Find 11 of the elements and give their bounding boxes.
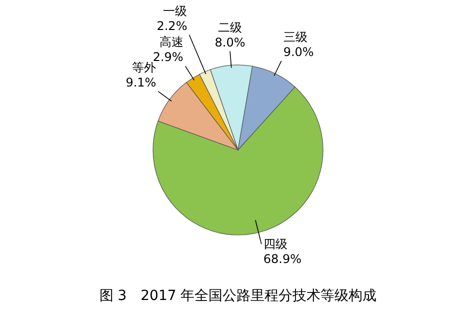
slice-label: 一级 [163, 4, 188, 18]
data-label: 2.2% [156, 18, 188, 33]
data-label: 9.0% [283, 44, 314, 59]
slice-label: 高速 [159, 35, 184, 50]
data-label: 8.0% [214, 35, 246, 50]
slice-label: 三级 [283, 30, 308, 44]
data-label: 68.9% [263, 252, 302, 266]
text: 图 3 2017 年全国公路里程分技术等级构成 [99, 288, 377, 304]
data-label: 9.1% [126, 75, 156, 90]
slice-label: 四级 [263, 237, 288, 252]
slice-label: 二级 [218, 20, 242, 34]
